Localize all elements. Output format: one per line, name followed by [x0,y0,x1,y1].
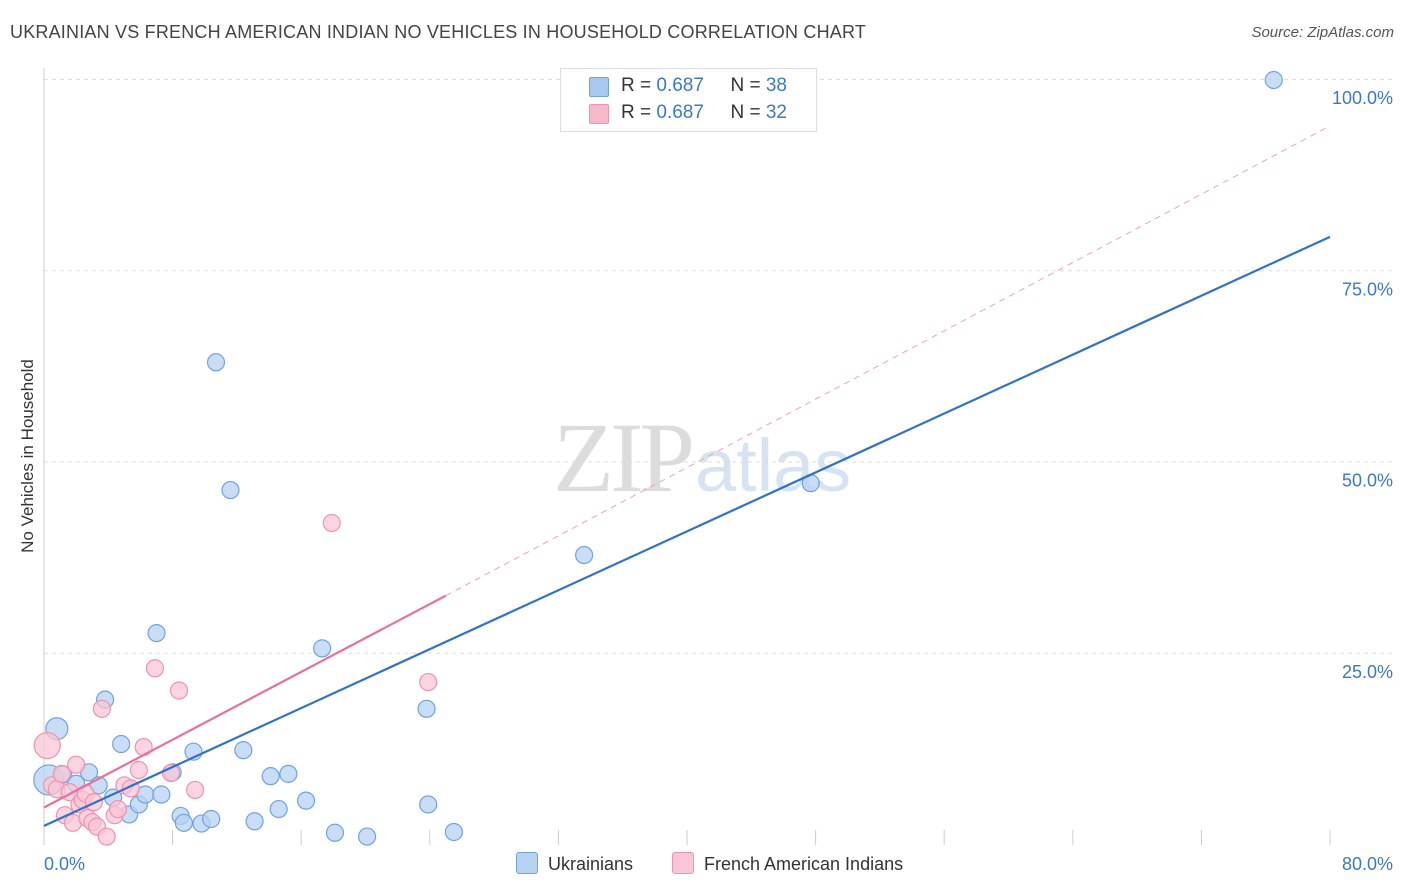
point-ukrainians [245,812,264,831]
grid-lines [44,79,1392,654]
point-ukrainians [325,823,345,842]
point-ukrainians [234,741,253,760]
legend-swatch [672,852,694,874]
point-ukrainians [419,795,438,814]
r-label: R = [621,75,657,96]
point-ukrainians [417,699,436,718]
y-axis-title: No Vehicles in Household [18,359,37,553]
n-value: 32 [765,102,787,123]
point-french-american-indians [97,827,116,846]
stats-legend: R = 0.687 N = 38 R = 0.687 N = 32 [560,68,817,132]
n-value: 38 [765,75,787,96]
point-ukrainians [206,353,226,372]
point-french-american-indians [33,731,61,760]
point-ukrainians [312,639,332,658]
tick-labels: 25.0% 50.0% 75.0% 100.0% 0.0% 80.0% [44,88,1393,874]
watermark-atlas: atlas [695,424,852,507]
r-value: 0.687 [656,75,704,96]
point-ukrainians [261,767,280,786]
point-ukrainians [202,809,221,829]
point-ukrainians [575,545,594,565]
axes [43,68,1331,845]
legend-item-french-american-indians: French American Indians [672,852,903,875]
point-french-american-indians [108,799,128,819]
trend-line-extension [445,125,1331,597]
point-ukrainians [269,799,288,819]
x-tick-label: 80.0% [1342,854,1393,874]
point-french-american-indians [169,681,189,700]
point-ukrainians [444,822,464,842]
point-ukrainians [296,791,316,810]
trend-line-french-american-indians [43,594,447,809]
point-french-american-indians [67,755,86,774]
trend-lines [43,125,1331,827]
y-tick-label: 100.0% [1332,88,1393,108]
point-french-american-indians [129,760,148,780]
point-french-american-indians [322,513,341,533]
point-french-american-indians [145,659,165,678]
point-french-american-indians [186,780,205,800]
legend-item-ukrainians: Ukrainians [516,852,633,875]
watermark: ZIPatlas [553,400,851,515]
data-points [33,70,1283,846]
legend-swatch [516,852,538,874]
y-tick-label: 50.0% [1342,471,1393,491]
legend-swatch-french-american-indians [589,104,609,124]
point-ukrainians [221,480,240,500]
legend-label: French American Indians [704,854,904,874]
point-ukrainians [152,785,171,804]
legend-label: Ukrainians [548,854,634,874]
source-credit: Source: ZipAtlas.com [1251,24,1394,41]
legend-row-ukrainians: R = 0.687 N = 38 [621,75,787,99]
y-tick-label: 25.0% [1342,662,1393,682]
r-value: 0.687 [656,102,704,123]
point-french-american-indians [92,699,111,718]
x-tick-label: 0.0% [44,854,85,874]
point-french-american-indians [52,764,71,783]
y-tick-label: 75.0% [1342,279,1393,299]
point-ukrainians [147,623,166,643]
point-ukrainians [358,827,377,846]
chart-title: UKRAINIAN VS FRENCH AMERICAN INDIAN NO V… [10,22,867,42]
r-label: R = [621,102,657,123]
legend-row-french-american-indians: R = 0.687 N = 32 [621,102,787,126]
point-ukrainians [1264,70,1283,90]
point-ukrainians [174,813,193,832]
point-french-american-indians [419,672,438,692]
watermark-zip: ZIP [553,402,695,513]
point-ukrainians [112,734,131,754]
n-label: N = [730,102,766,123]
trend-line-ukrainians [43,235,1331,827]
point-ukrainians [279,764,298,783]
n-label: N = [730,75,766,96]
legend-swatch-ukrainians [589,77,609,97]
